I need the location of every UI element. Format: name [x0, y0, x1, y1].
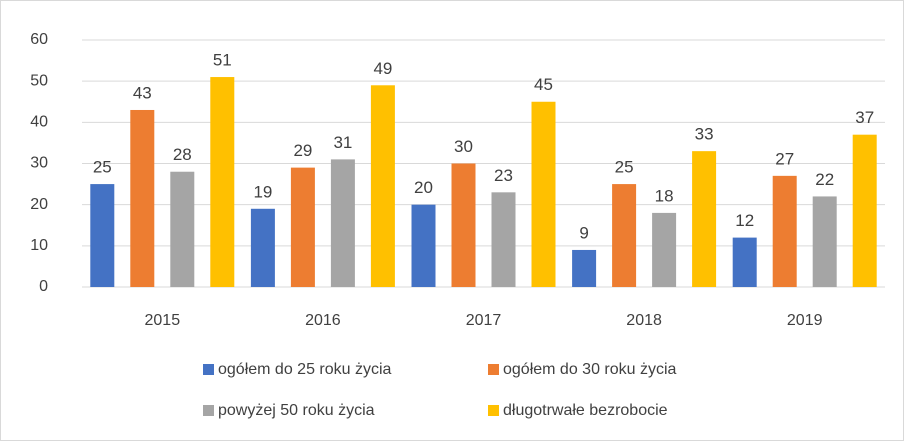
- legend-swatch: [488, 364, 499, 375]
- bar: [130, 109, 155, 287]
- data-label: 43: [133, 83, 152, 102]
- bar: [290, 167, 315, 287]
- data-label: 33: [695, 125, 714, 144]
- data-label: 28: [173, 145, 192, 164]
- data-label: 22: [815, 170, 834, 189]
- y-tick-label: 20: [30, 196, 48, 213]
- bar: [330, 159, 355, 287]
- bar: [491, 192, 516, 287]
- legend-swatch: [488, 405, 499, 416]
- y-tick-label: 0: [39, 278, 48, 295]
- x-tick-label: 2017: [466, 312, 502, 329]
- y-tick-label: 10: [30, 237, 48, 254]
- data-label: 31: [333, 133, 352, 152]
- data-label: 18: [655, 186, 674, 205]
- x-tick-label: 2016: [305, 312, 341, 329]
- data-label: 25: [615, 158, 634, 177]
- bar: [572, 249, 597, 287]
- bar: [652, 212, 677, 287]
- data-label: 45: [534, 75, 553, 94]
- y-tick-label: 40: [30, 114, 48, 131]
- bar: [812, 196, 837, 287]
- data-label: 9: [579, 223, 588, 242]
- legend-label: długotrwałe bezrobocie: [503, 402, 668, 419]
- bar: [772, 175, 797, 287]
- data-label: 25: [93, 158, 112, 177]
- legend-label: ogółem do 25 roku życia: [218, 361, 392, 378]
- bar: [210, 77, 235, 287]
- bar: [692, 151, 717, 287]
- bar: [732, 237, 757, 287]
- bar: [250, 208, 275, 287]
- bar: [170, 171, 195, 287]
- bar: [531, 101, 556, 287]
- x-tick-label: 2019: [787, 312, 823, 329]
- y-tick-label: 30: [30, 155, 48, 172]
- x-tick-label: 2018: [626, 312, 662, 329]
- legend-swatch: [203, 364, 214, 375]
- bar: [852, 134, 877, 287]
- legend-label: powyżej 50 roku życia: [218, 402, 375, 419]
- data-label: 12: [735, 211, 754, 230]
- data-label: 27: [775, 149, 794, 168]
- data-label: 23: [494, 166, 513, 185]
- legend-label: ogółem do 30 roku życia: [503, 361, 677, 378]
- data-label: 49: [373, 59, 392, 78]
- bar: [370, 85, 395, 288]
- data-label: 30: [454, 137, 473, 156]
- bar: [90, 184, 115, 287]
- data-label: 51: [213, 51, 232, 70]
- data-label: 19: [253, 182, 272, 201]
- data-label: 20: [414, 178, 433, 197]
- data-label: 37: [855, 108, 874, 127]
- bar: [612, 184, 637, 287]
- bar: [411, 204, 436, 287]
- y-tick-label: 50: [30, 72, 48, 89]
- bar: [451, 163, 476, 287]
- data-label: 29: [293, 141, 312, 160]
- y-tick-label: 60: [30, 31, 48, 48]
- x-tick-label: 2015: [145, 312, 181, 329]
- legend-swatch: [203, 405, 214, 416]
